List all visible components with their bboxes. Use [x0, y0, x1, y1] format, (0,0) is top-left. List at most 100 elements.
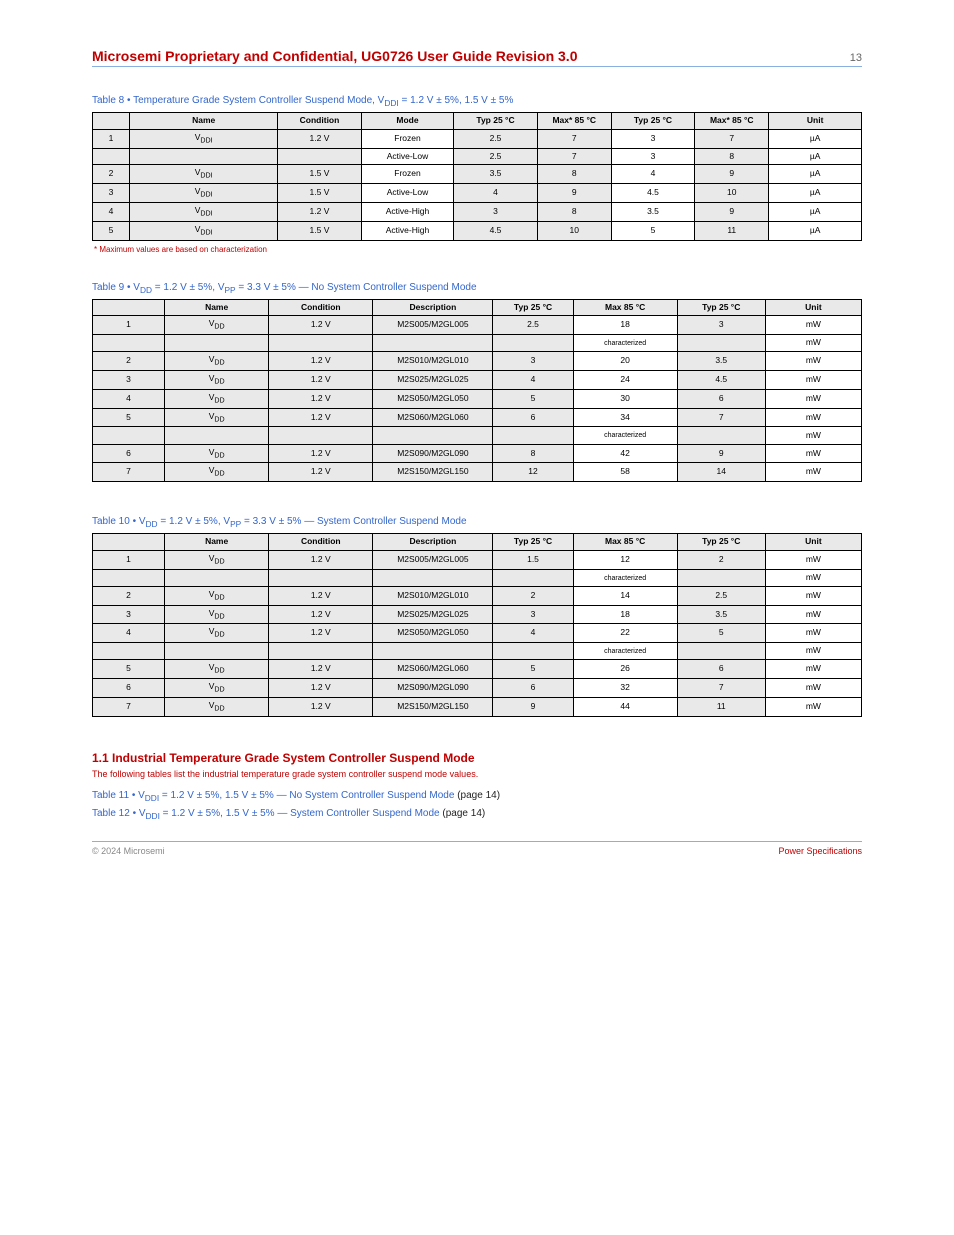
table-header-cell: Condition — [278, 113, 361, 130]
table-cell: 2 — [93, 586, 165, 605]
table-cell: M2S010/M2GL010 — [373, 586, 493, 605]
table-cell — [373, 427, 493, 444]
table-cell: 2 — [93, 165, 130, 184]
table-cell — [93, 643, 165, 660]
table-cell — [165, 569, 269, 586]
table-cell — [278, 148, 361, 165]
table-row: 1VDD1.2 VM2S005/M2GL0051.5122mW — [93, 550, 862, 569]
table-cell: M2S090/M2GL090 — [373, 444, 493, 463]
table-cell: mW — [765, 427, 861, 444]
table-cell: 1.2 V — [269, 697, 373, 716]
table-cell: 3 — [611, 148, 694, 165]
table-cell: 1.2 V — [269, 624, 373, 643]
table-cell: mW — [765, 316, 861, 335]
table-cell: 4.5 — [677, 371, 765, 390]
table-cell — [93, 148, 130, 165]
table-header-cell: Name — [130, 113, 278, 130]
table-cell: 3 — [93, 605, 165, 624]
table-cell: 2 — [93, 352, 165, 371]
table-cell: 2.5 — [454, 148, 537, 165]
table-cell: mW — [765, 569, 861, 586]
table-cell: 3.5 — [611, 202, 694, 221]
table-cell: 5 — [93, 221, 130, 240]
table-cell: µA — [769, 148, 862, 165]
table-cell: 6 — [493, 679, 573, 698]
table-cell: 1.5 V — [278, 165, 361, 184]
table-cell — [165, 427, 269, 444]
table-cell — [93, 335, 165, 352]
table-header-cell: Max 85 °C — [573, 299, 677, 316]
table-cell: 8 — [537, 165, 611, 184]
table-cell: µA — [769, 184, 862, 203]
table-cell: mW — [765, 605, 861, 624]
table-cell: VDD — [165, 624, 269, 643]
table-cell: mW — [765, 389, 861, 408]
page-header: Microsemi Proprietary and Confidential, … — [92, 48, 862, 67]
table-header-cell: Typ 25 °C — [493, 299, 573, 316]
table-cell: M2S150/M2GL150 — [373, 697, 493, 716]
table-cell: 18 — [573, 605, 677, 624]
table-cell: 3 — [677, 316, 765, 335]
table-cell: 1.5 V — [278, 184, 361, 203]
table-row: 6VDD1.2 VM2S090/M2GL0908429mW — [93, 444, 862, 463]
table-header-cell: Typ 25 °C — [677, 299, 765, 316]
table-cell — [269, 569, 373, 586]
table-links: Table 11 • VDDI = 1.2 V ± 5%, 1.5 V ± 5%… — [92, 787, 862, 823]
link[interactable]: Table 12 • VDDI = 1.2 V ± 5%, 1.5 V ± 5%… — [92, 808, 440, 819]
table-cell: 22 — [573, 624, 677, 643]
table-cell: M2S010/M2GL010 — [373, 352, 493, 371]
table-row: 5VDDI1.5 VActive-High4.510511µA — [93, 221, 862, 240]
table-cell: 34 — [573, 408, 677, 427]
footer-left: © 2024 Microsemi — [92, 846, 165, 856]
table-cell: 3 — [454, 202, 537, 221]
table9: NameConditionDescriptionTyp 25 °CMax 85 … — [92, 299, 862, 483]
table-cell: 5 — [93, 660, 165, 679]
table-cell: M2S150/M2GL150 — [373, 463, 493, 482]
table-cell: VDD — [165, 444, 269, 463]
table-row: 3VDD1.2 VM2S025/M2GL0254244.5mW — [93, 371, 862, 390]
table-cell: VDD — [165, 586, 269, 605]
table-cell: 10 — [537, 221, 611, 240]
list-item: Table 11 • VDDI = 1.2 V ± 5%, 1.5 V ± 5%… — [92, 787, 862, 805]
table-header-cell: Unit — [769, 113, 862, 130]
table-cell — [93, 569, 165, 586]
table-cell: 3 — [93, 371, 165, 390]
table-cell — [165, 335, 269, 352]
table-cell: 9 — [695, 202, 769, 221]
table-cell: 6 — [493, 408, 573, 427]
table-row: 3VDD1.2 VM2S025/M2GL0253183.5mW — [93, 605, 862, 624]
table-cell: Active-High — [361, 221, 454, 240]
table-cell: 1.2 V — [269, 660, 373, 679]
link[interactable]: Table 11 • VDDI = 1.2 V ± 5%, 1.5 V ± 5%… — [92, 790, 454, 801]
table-cell — [677, 427, 765, 444]
table-cell: characterized — [573, 569, 677, 586]
table-row: 5VDD1.2 VM2S060/M2GL0606347mW — [93, 408, 862, 427]
table-header-cell: Typ 25 °C — [677, 534, 765, 551]
table-row: characterizedmW — [93, 427, 862, 444]
table-cell: VDDI — [130, 184, 278, 203]
table-cell: 7 — [93, 697, 165, 716]
table-cell: 4.5 — [611, 184, 694, 203]
table-row: 4VDDI1.2 VActive-High383.59µA — [93, 202, 862, 221]
table-row: 3VDDI1.5 VActive-Low494.510µA — [93, 184, 862, 203]
table-cell: 6 — [677, 660, 765, 679]
table-cell — [493, 335, 573, 352]
table-cell: 18 — [573, 316, 677, 335]
table-cell: M2S025/M2GL025 — [373, 605, 493, 624]
table-cell: µA — [769, 202, 862, 221]
table-cell — [493, 643, 573, 660]
table-cell: 3 — [611, 129, 694, 148]
page-header-title: Microsemi Proprietary and Confidential, … — [92, 48, 577, 64]
table-cell: 1.2 V — [269, 444, 373, 463]
table-cell: M2S050/M2GL050 — [373, 624, 493, 643]
table-cell: 2 — [493, 586, 573, 605]
table-cell: 1.2 V — [278, 202, 361, 221]
table-cell: 4.5 — [454, 221, 537, 240]
table-cell: mW — [765, 697, 861, 716]
table-header-cell: Max* 85 °C — [695, 113, 769, 130]
table-cell: VDD — [165, 408, 269, 427]
page-footer: © 2024 Microsemi Power Specifications — [92, 841, 862, 856]
table-cell: mW — [765, 586, 861, 605]
table-cell: 9 — [695, 165, 769, 184]
table-cell: mW — [765, 660, 861, 679]
